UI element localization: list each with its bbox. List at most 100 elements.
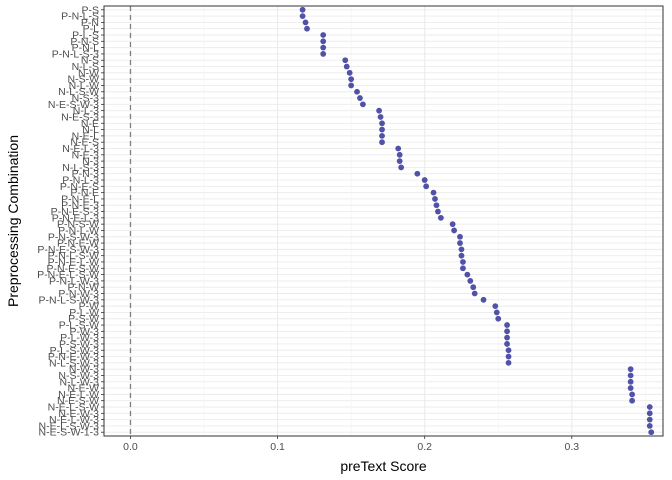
x-tick-label: 0.1 (270, 441, 285, 453)
data-point (629, 391, 636, 398)
data-point (395, 145, 402, 152)
data-point (470, 284, 477, 291)
y-tick-label: P-N-L-3 (62, 175, 99, 187)
data-point (302, 19, 309, 26)
y-tick-label: N-L-S-3 (62, 162, 99, 174)
data-point (414, 170, 421, 177)
data-point (457, 240, 463, 246)
y-tick-label: P-L-S-W-3 (50, 345, 100, 357)
y-tick-label: P-N-E-W (57, 238, 99, 250)
y-tick-label: P-N-L-S-W-3 (39, 294, 100, 306)
y-tick-label: N-E-W (68, 383, 100, 395)
data-point (354, 88, 360, 95)
y-tick-label: P-S-W-3 (59, 338, 99, 350)
data-point (504, 322, 510, 328)
y-tick-label: P-N-E-L (61, 193, 99, 205)
data-point (505, 347, 512, 354)
y-tick-label: P-N-S-W-3 (48, 231, 99, 243)
y-tick-label: P-N-E-S-3 (51, 206, 100, 218)
y-tick-label: P-N-E-L-S-W (37, 269, 99, 281)
y-tick-label: P-L-S-W (59, 320, 99, 332)
data-point (505, 359, 512, 366)
data-point (504, 341, 510, 347)
y-tick-label: P-N-L-S (61, 11, 99, 23)
y-tick-label: N-E-L-3 (62, 143, 99, 155)
data-point (504, 328, 510, 335)
data-point (430, 189, 437, 196)
y-tick-label: P-W (79, 301, 100, 313)
y-tick-label: P-N-E-L-W (48, 256, 99, 268)
plot-border (103, 5, 664, 437)
data-point (304, 25, 310, 32)
data-point (648, 429, 655, 436)
data-point (480, 296, 487, 303)
data-point (646, 410, 653, 417)
y-tick-label: N-E-S-3 (61, 111, 99, 123)
y-tick-label: N-L (82, 124, 99, 136)
y-tick-label: N-3 (82, 156, 99, 168)
data-point (346, 69, 353, 76)
x-tick-label: 0.3 (564, 441, 579, 453)
data-point (423, 183, 430, 190)
data-point (492, 303, 499, 310)
y-axis-title: Preprocessing Combination (5, 135, 21, 307)
data-point (451, 227, 458, 234)
data-point (433, 202, 440, 209)
y-tick-label: N-E-S-W (57, 395, 99, 407)
data-point (342, 57, 349, 64)
data-point (646, 416, 653, 423)
data-point (495, 315, 502, 322)
y-tick-label: N-S-W-3 (58, 370, 99, 382)
y-tick-label: P-N-W-3 (58, 288, 99, 300)
y-tick-label: N-S (81, 55, 99, 67)
y-tick-label: N-L-S (72, 61, 99, 73)
y-tick-label: N-E-L-S-W (48, 401, 99, 413)
y-tick-label: N-S-3 (72, 93, 100, 105)
y-tick-label: N-E-L-W (58, 389, 99, 401)
data-point (421, 177, 428, 183)
data-point (396, 158, 403, 165)
data-point (348, 76, 355, 83)
y-tick-label: P-L (83, 23, 100, 35)
y-tick-label: P-N-L-W-3 (49, 275, 99, 287)
data-point (458, 246, 465, 253)
x-axis-title: preText Score (340, 458, 427, 474)
y-tick-label: N-E-S (70, 137, 99, 149)
data-point (493, 309, 500, 316)
x-tick-labels: 0.0 0.1 0.2 0.3 (123, 436, 579, 453)
y-tick-label: P-L-W (69, 307, 99, 319)
y-tick-label: P-W-3 (69, 326, 99, 338)
data-point (320, 44, 327, 51)
data-point (320, 32, 327, 38)
data-point (396, 151, 403, 158)
y-tick-label: N-E (81, 118, 99, 130)
x-tick-label: 0.2 (417, 441, 432, 453)
y-tick-label: N-E-L-S-W-3 (39, 420, 100, 432)
data-point (379, 120, 385, 127)
y-tick-label: N-L-S-W-3 (49, 357, 99, 369)
y-tick-label: P-S (81, 4, 99, 16)
y-tick-label: N-L-W-3 (60, 376, 100, 388)
y-tick-label: P-N-L-S-W (48, 250, 99, 262)
y-tick-label: P-N-E-S-W (47, 263, 100, 275)
y-tick-label: P-L-W-3 (60, 332, 99, 344)
y-tick-label: N-W-3 (69, 364, 99, 376)
data-point (435, 208, 441, 215)
data-point (504, 334, 510, 341)
y-tick-label: P-N-E-L-3 (52, 212, 99, 224)
y-tick-label: N-E-S-W-3 (48, 99, 99, 111)
y-tick-label: P-N-L-S-3 (52, 48, 99, 60)
data-point (627, 366, 634, 373)
data-point (379, 139, 385, 146)
data-point (449, 221, 456, 228)
y-tick-label: N-E-L-W-3 (49, 414, 99, 426)
data-point (505, 353, 512, 360)
data-point (471, 290, 478, 297)
y-tick-label: P-N (81, 17, 99, 29)
plot-panel (104, 6, 663, 436)
data-point (432, 196, 438, 202)
data-point (320, 38, 327, 45)
y-tick-label: P-N-E-3 (61, 200, 99, 212)
data-point (299, 6, 306, 13)
